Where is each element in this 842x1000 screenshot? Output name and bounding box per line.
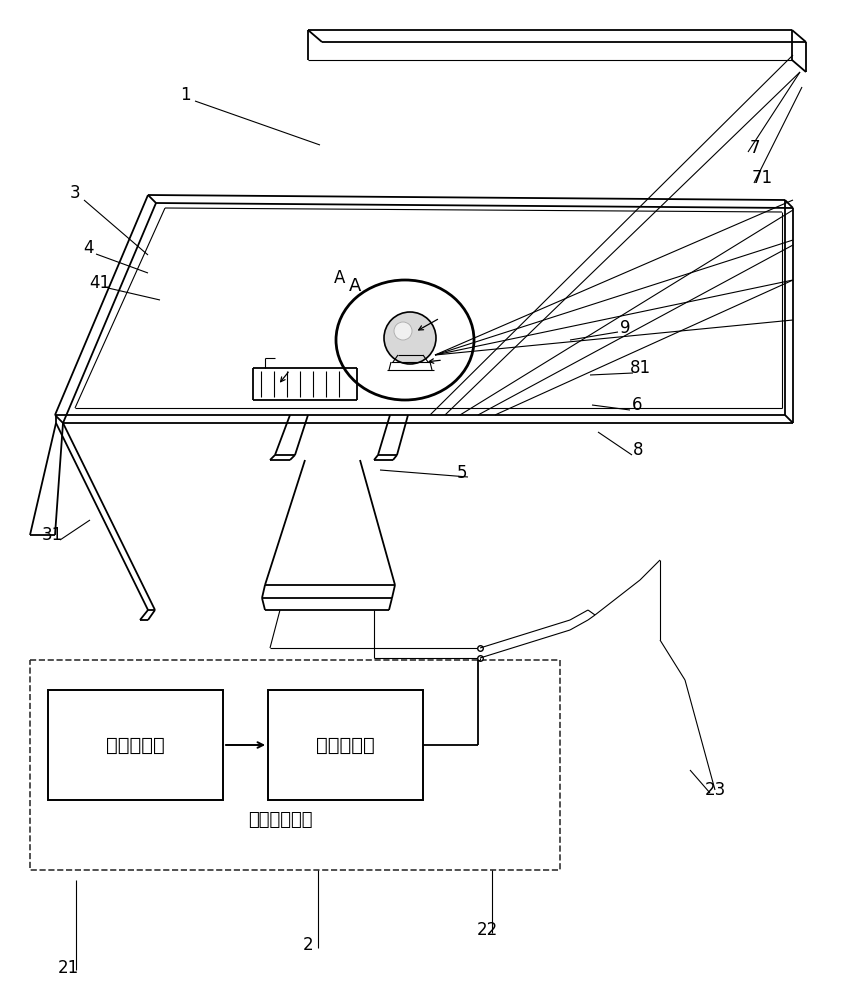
Text: 31: 31 bbox=[41, 526, 62, 544]
Circle shape bbox=[394, 322, 412, 340]
Text: 信号发生装置: 信号发生装置 bbox=[248, 811, 312, 829]
Text: 3: 3 bbox=[70, 184, 80, 202]
Text: A: A bbox=[349, 277, 361, 295]
Circle shape bbox=[384, 312, 436, 364]
Text: 81: 81 bbox=[630, 359, 651, 377]
Bar bbox=[30, 660, 560, 870]
Text: 5: 5 bbox=[456, 464, 467, 482]
Text: 21: 21 bbox=[57, 959, 78, 977]
Bar bbox=[268, 690, 423, 800]
Text: 7: 7 bbox=[749, 139, 760, 157]
Text: 4: 4 bbox=[83, 239, 93, 257]
Text: 2: 2 bbox=[302, 936, 313, 954]
Text: 功率放大器: 功率放大器 bbox=[316, 736, 375, 754]
Bar bbox=[48, 690, 223, 800]
Text: 23: 23 bbox=[705, 781, 726, 799]
Text: 1: 1 bbox=[179, 86, 190, 104]
Text: 6: 6 bbox=[632, 396, 642, 414]
Text: 信号发生器: 信号发生器 bbox=[106, 736, 165, 754]
Text: 8: 8 bbox=[632, 441, 643, 459]
Text: 22: 22 bbox=[477, 921, 498, 939]
Text: A: A bbox=[334, 269, 346, 287]
Text: 41: 41 bbox=[89, 274, 110, 292]
Text: 71: 71 bbox=[751, 169, 773, 187]
Text: 9: 9 bbox=[620, 319, 631, 337]
